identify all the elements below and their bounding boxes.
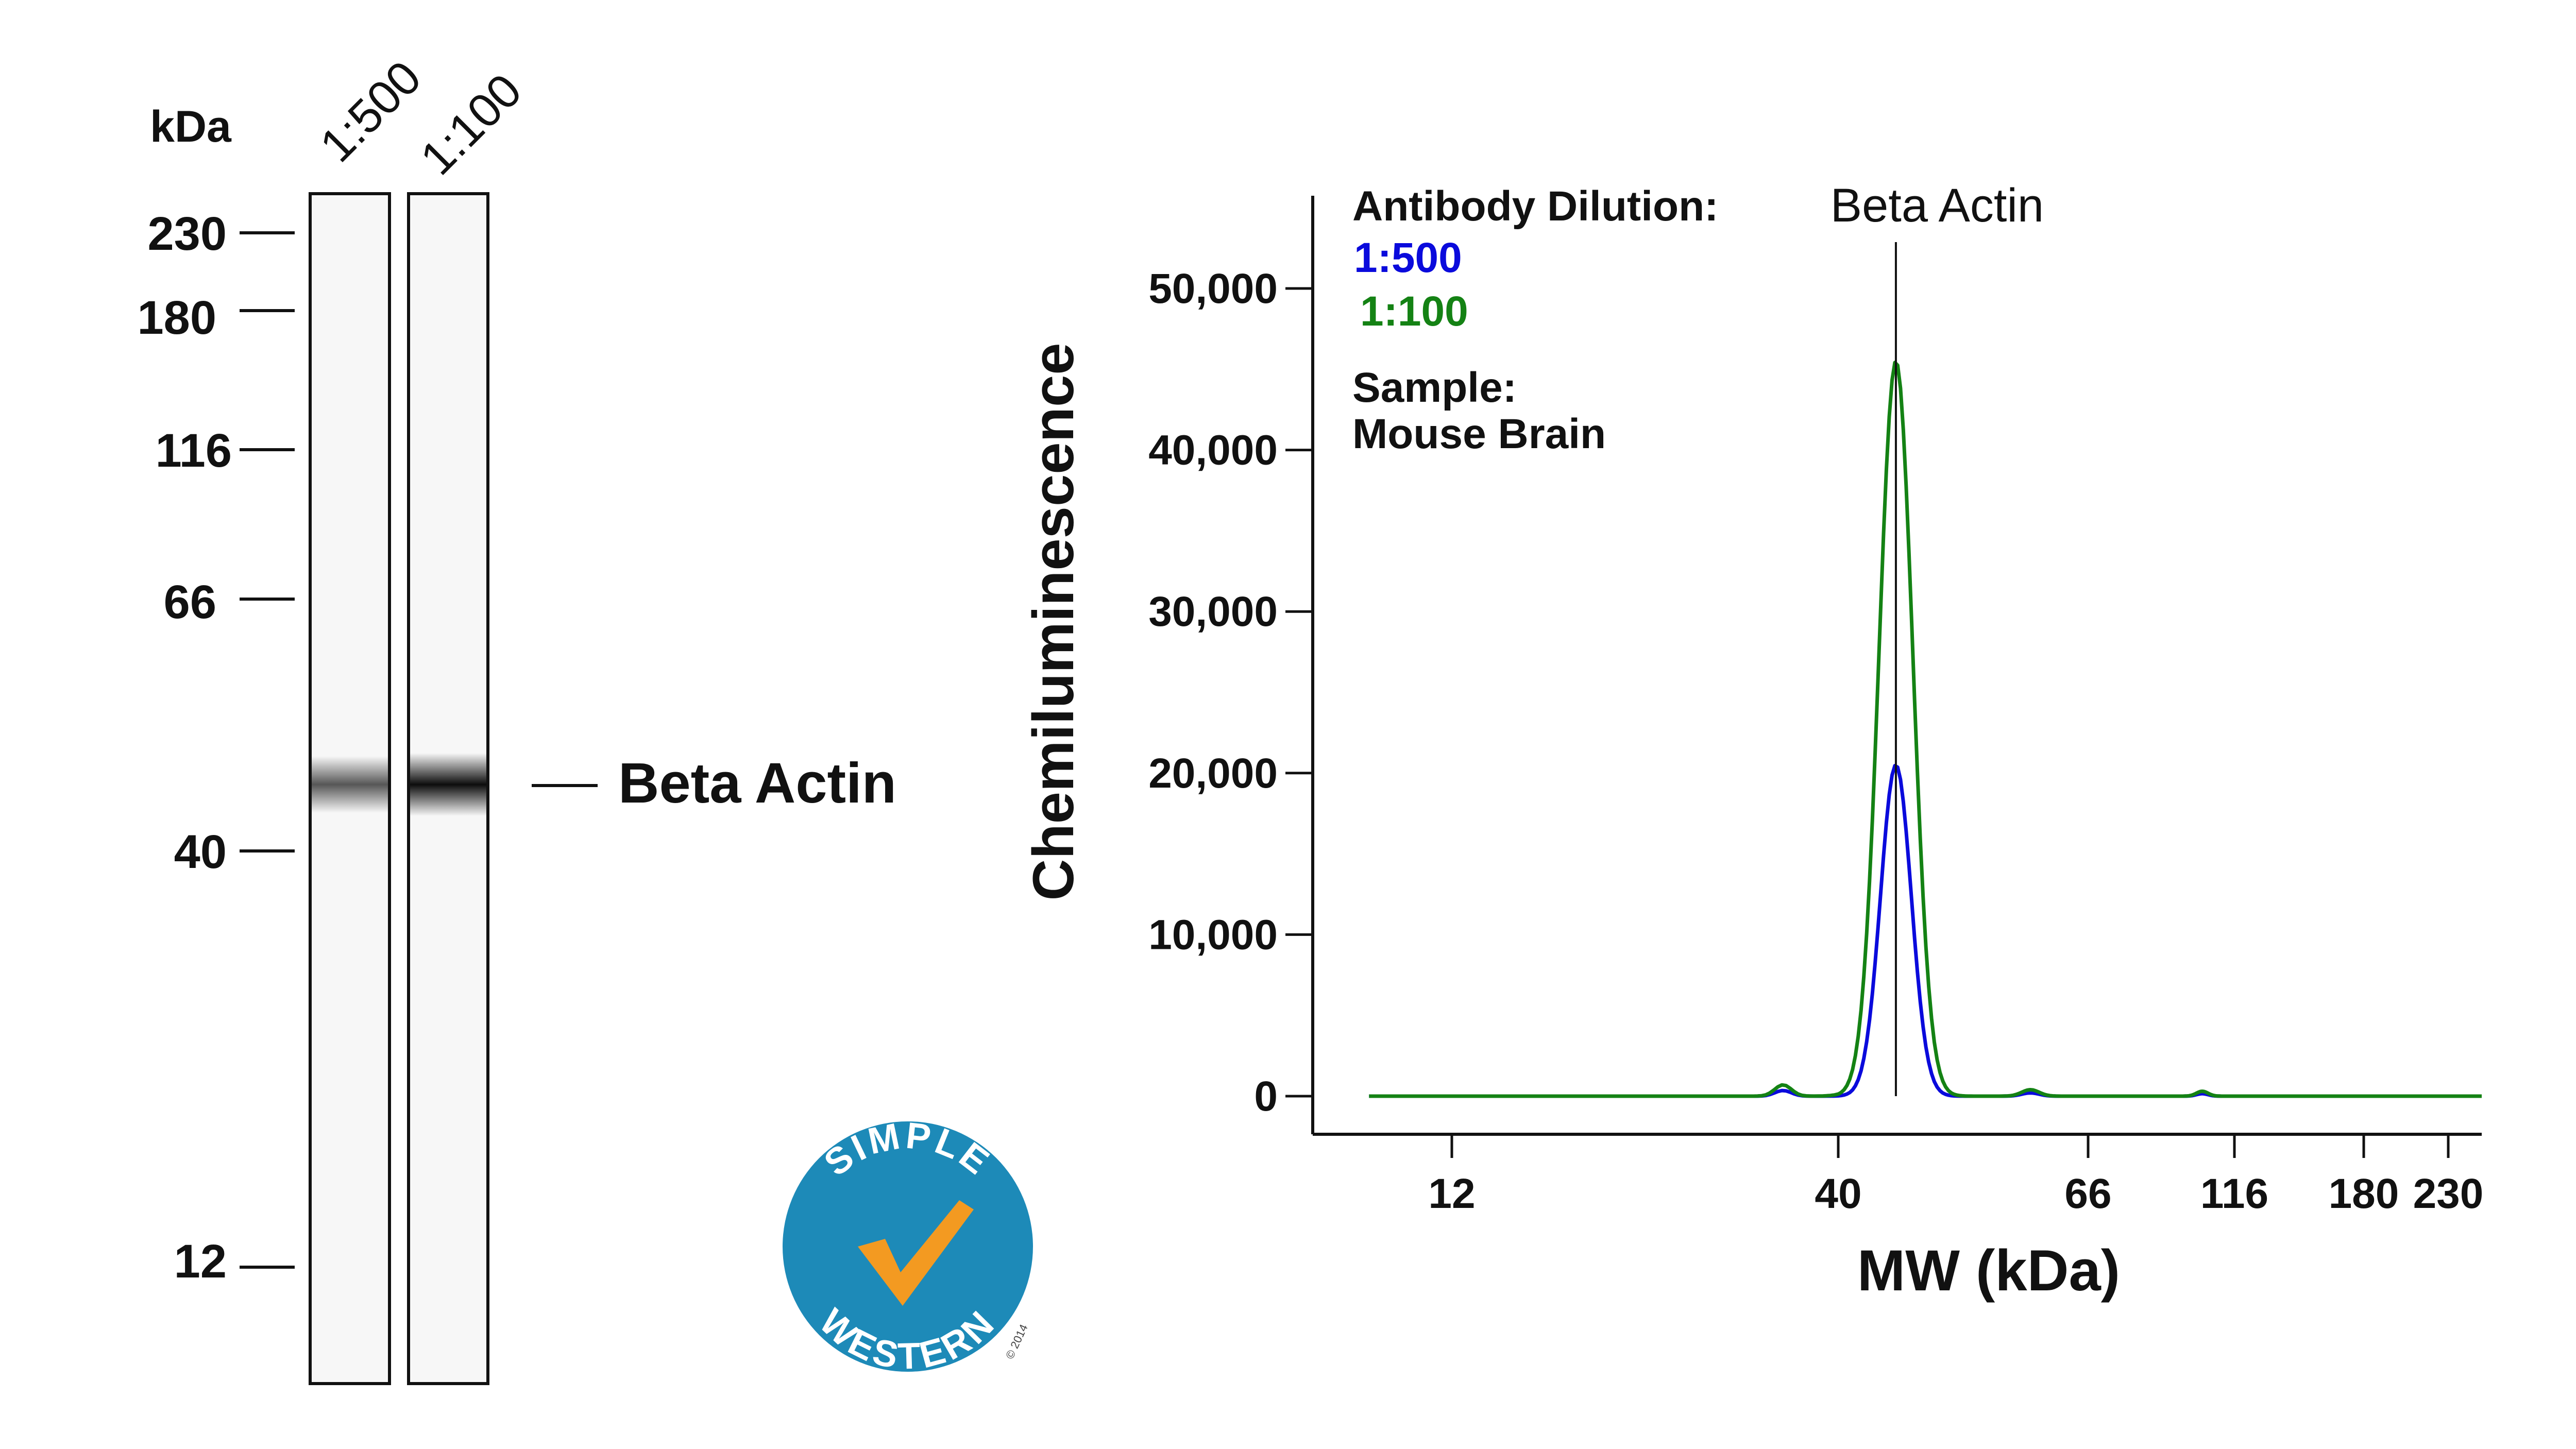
check-icon bbox=[858, 1200, 974, 1306]
x-tick-label: 230 bbox=[2413, 1170, 2484, 1217]
trace-1-100 bbox=[1369, 361, 2484, 1098]
band-lane-2 bbox=[410, 753, 486, 816]
marker-230: 230 bbox=[148, 208, 295, 260]
simple-western-logo: SIMPLE WESTERN © 2014 bbox=[783, 1115, 1033, 1377]
marker-180: 180 bbox=[138, 292, 295, 344]
sample-value: Mouse Brain bbox=[1352, 411, 1606, 457]
marker-label: 40 bbox=[174, 826, 227, 878]
marker-116: 116 bbox=[156, 424, 295, 477]
y-tick-label: 10,000 bbox=[1148, 911, 1278, 958]
marker-40: 40 bbox=[174, 826, 295, 878]
y-tick-label: 20,000 bbox=[1148, 750, 1278, 797]
y-tick-label: 0 bbox=[1254, 1073, 1278, 1120]
lane-label-2: 1:100 bbox=[411, 64, 532, 185]
x-axis-title: MW (kDa) bbox=[1857, 1238, 2120, 1303]
x-ticks: 12 40 66 116 180 230 bbox=[1428, 1134, 2483, 1217]
band-label: Beta Actin bbox=[618, 752, 896, 815]
traces bbox=[1369, 361, 2484, 1098]
marker-12: 12 bbox=[174, 1235, 295, 1288]
marker-label: 12 bbox=[174, 1235, 227, 1288]
marker-label: 116 bbox=[156, 424, 232, 477]
marker-66: 66 bbox=[164, 576, 295, 628]
marker-label: 230 bbox=[148, 208, 227, 260]
blot-panel: kDa 1:500 1:100 230 180 116 66 40 bbox=[138, 51, 896, 1385]
marker-label: 66 bbox=[164, 576, 216, 628]
band-lane-1 bbox=[312, 756, 388, 813]
legend-heading: Antibody Dilution: bbox=[1352, 183, 1719, 230]
legend-series-2: 1:100 bbox=[1360, 288, 1468, 335]
logo-copyright: © 2014 bbox=[1003, 1322, 1030, 1361]
x-tick-label: 180 bbox=[2329, 1170, 2399, 1217]
sample-heading: Sample: bbox=[1352, 364, 1517, 411]
kda-label: kDa bbox=[150, 102, 232, 151]
chart: Chemiluminescence 0 10,000 20,000 30,000 40,… bbox=[1021, 179, 2483, 1303]
y-axis-title: Chemiluminescence bbox=[1021, 343, 1086, 900]
x-tick-label: 116 bbox=[2200, 1170, 2268, 1217]
y-ticks: 0 10,000 20,000 30,000 40,000 50,000 bbox=[1148, 265, 1313, 1120]
legend-series-1: 1:500 bbox=[1354, 234, 1462, 281]
logo-circle bbox=[783, 1121, 1033, 1372]
y-tick-label: 30,000 bbox=[1148, 588, 1278, 635]
marker-label: 180 bbox=[138, 292, 217, 344]
x-tick-label: 12 bbox=[1428, 1170, 1475, 1217]
peak-label: Beta Actin bbox=[1831, 179, 2044, 232]
y-tick-label: 50,000 bbox=[1148, 265, 1278, 312]
lane-label-1: 1:500 bbox=[310, 51, 431, 172]
x-tick-label: 40 bbox=[1815, 1170, 1861, 1217]
x-tick-label: 66 bbox=[2064, 1170, 2111, 1217]
y-tick-label: 40,000 bbox=[1148, 427, 1278, 474]
